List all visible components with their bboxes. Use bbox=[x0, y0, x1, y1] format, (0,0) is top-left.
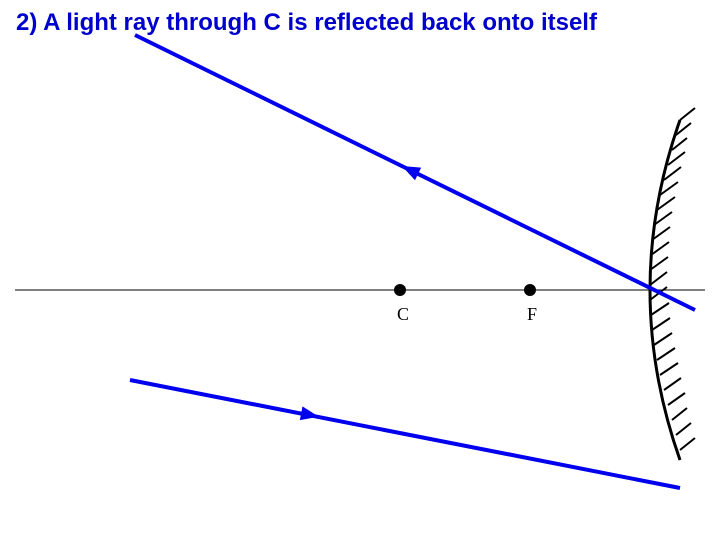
label-f: F bbox=[527, 304, 537, 325]
light-rays bbox=[130, 35, 695, 488]
label-c: C bbox=[397, 304, 409, 325]
concave-mirror bbox=[650, 108, 695, 460]
optics-diagram bbox=[0, 0, 720, 540]
